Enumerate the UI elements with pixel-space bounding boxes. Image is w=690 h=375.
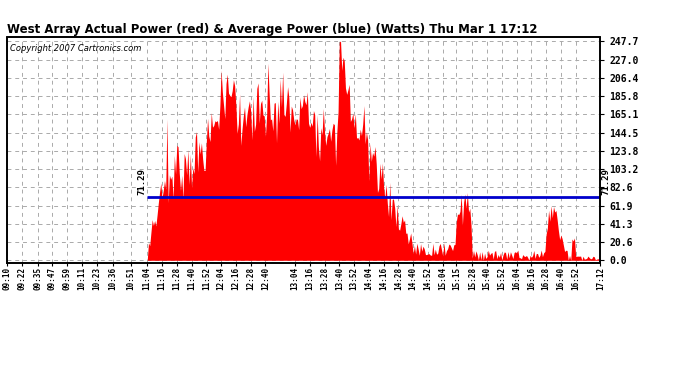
Text: 71.29: 71.29	[602, 169, 611, 195]
Text: Copyright 2007 Cartronics.com: Copyright 2007 Cartronics.com	[10, 44, 141, 53]
Text: 71.29: 71.29	[137, 169, 146, 195]
Text: West Array Actual Power (red) & Average Power (blue) (Watts) Thu Mar 1 17:12: West Array Actual Power (red) & Average …	[7, 23, 538, 36]
